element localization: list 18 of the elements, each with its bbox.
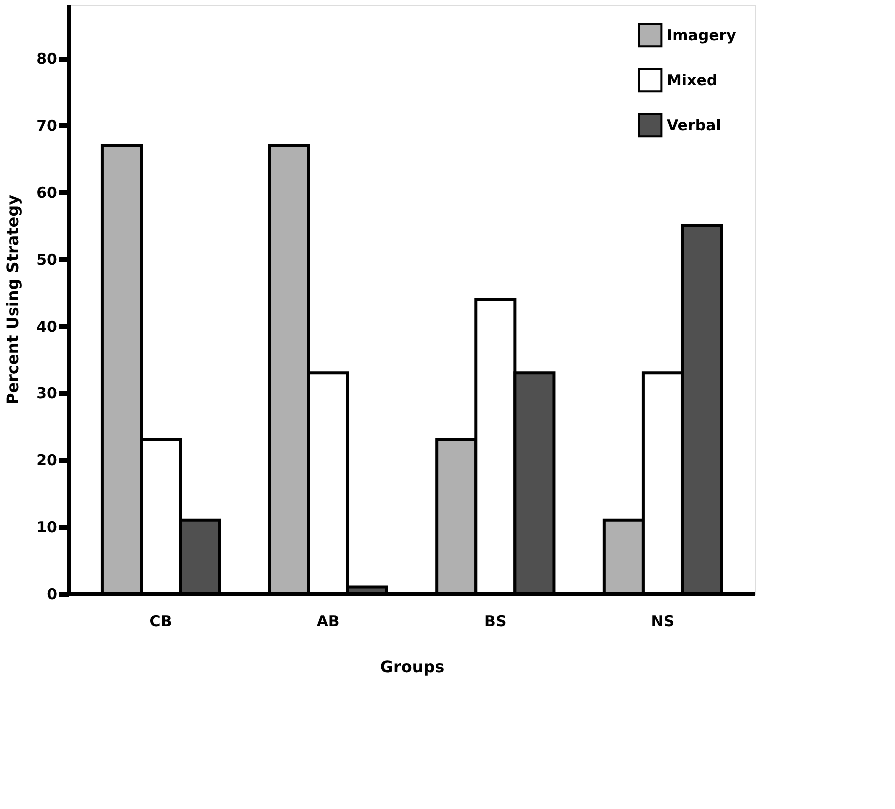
legend-label: Imagery [667, 26, 737, 44]
y-tick-label: 70 [36, 116, 58, 135]
y-tick-label: 30 [36, 384, 58, 403]
x-tick-label: AB [316, 612, 340, 630]
x-tick-label: NS [651, 612, 675, 630]
y-tick-label: 40 [36, 318, 58, 336]
x-tick-label: CB [150, 612, 172, 630]
y-axis-title: Percent Using Strategy [4, 194, 23, 406]
y-tick-label: 20 [36, 452, 58, 470]
y-tick-label: 50 [36, 250, 58, 269]
x-axis-title: Groups [380, 658, 445, 676]
y-tick-label: 10 [36, 518, 58, 537]
legend-label: Verbal [667, 116, 722, 134]
legend-label: Mixed [667, 72, 718, 90]
x-tick-label: BS [484, 612, 507, 630]
y-tick-label: 80 [36, 50, 58, 68]
y-tick-label: 60 [36, 184, 58, 202]
y-tick-label: 0 [47, 586, 58, 604]
